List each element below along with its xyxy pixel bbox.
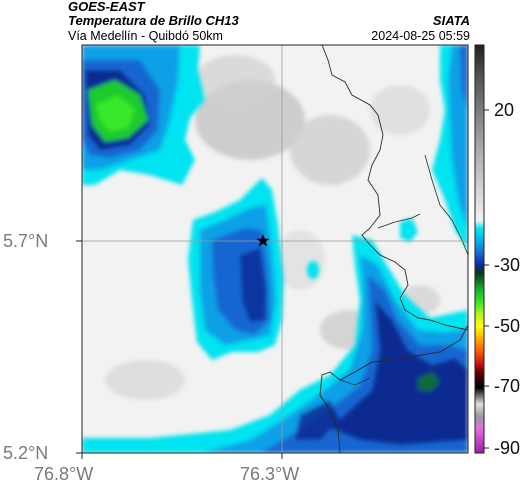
colorbar-label: -90 [494,438,521,458]
colorbar-label: 20 [494,100,515,120]
y-tick-label: 5.7°N [3,231,49,251]
cloud-cold-tops [82,45,468,453]
header-route: Vía Medellín - Quibdó 50km [68,29,223,43]
x-tick-label: 76.8°W [34,464,94,484]
colorbar [474,44,485,454]
header-subtitle: Temperatura de Brillo CH13 [68,13,239,28]
colorbar-label: -30 [494,255,521,275]
star-icon [256,234,270,247]
header-title: GOES-EAST [68,0,145,14]
boundary-east [424,154,468,256]
x-tick-label: 76.3°W [240,464,300,484]
y-tick-label: 5.2°N [3,443,49,463]
boundary-branch [377,213,421,229]
header-datetime: 2024-08-25 05:59 [371,29,470,43]
department-boundary-south [319,324,468,453]
colorbar-label: -50 [494,316,521,336]
map-frame [81,44,469,454]
colorbar-label: -70 [494,376,521,396]
river-line [339,377,371,386]
header-organization: SIATA [432,13,470,28]
department-boundary [321,45,468,331]
